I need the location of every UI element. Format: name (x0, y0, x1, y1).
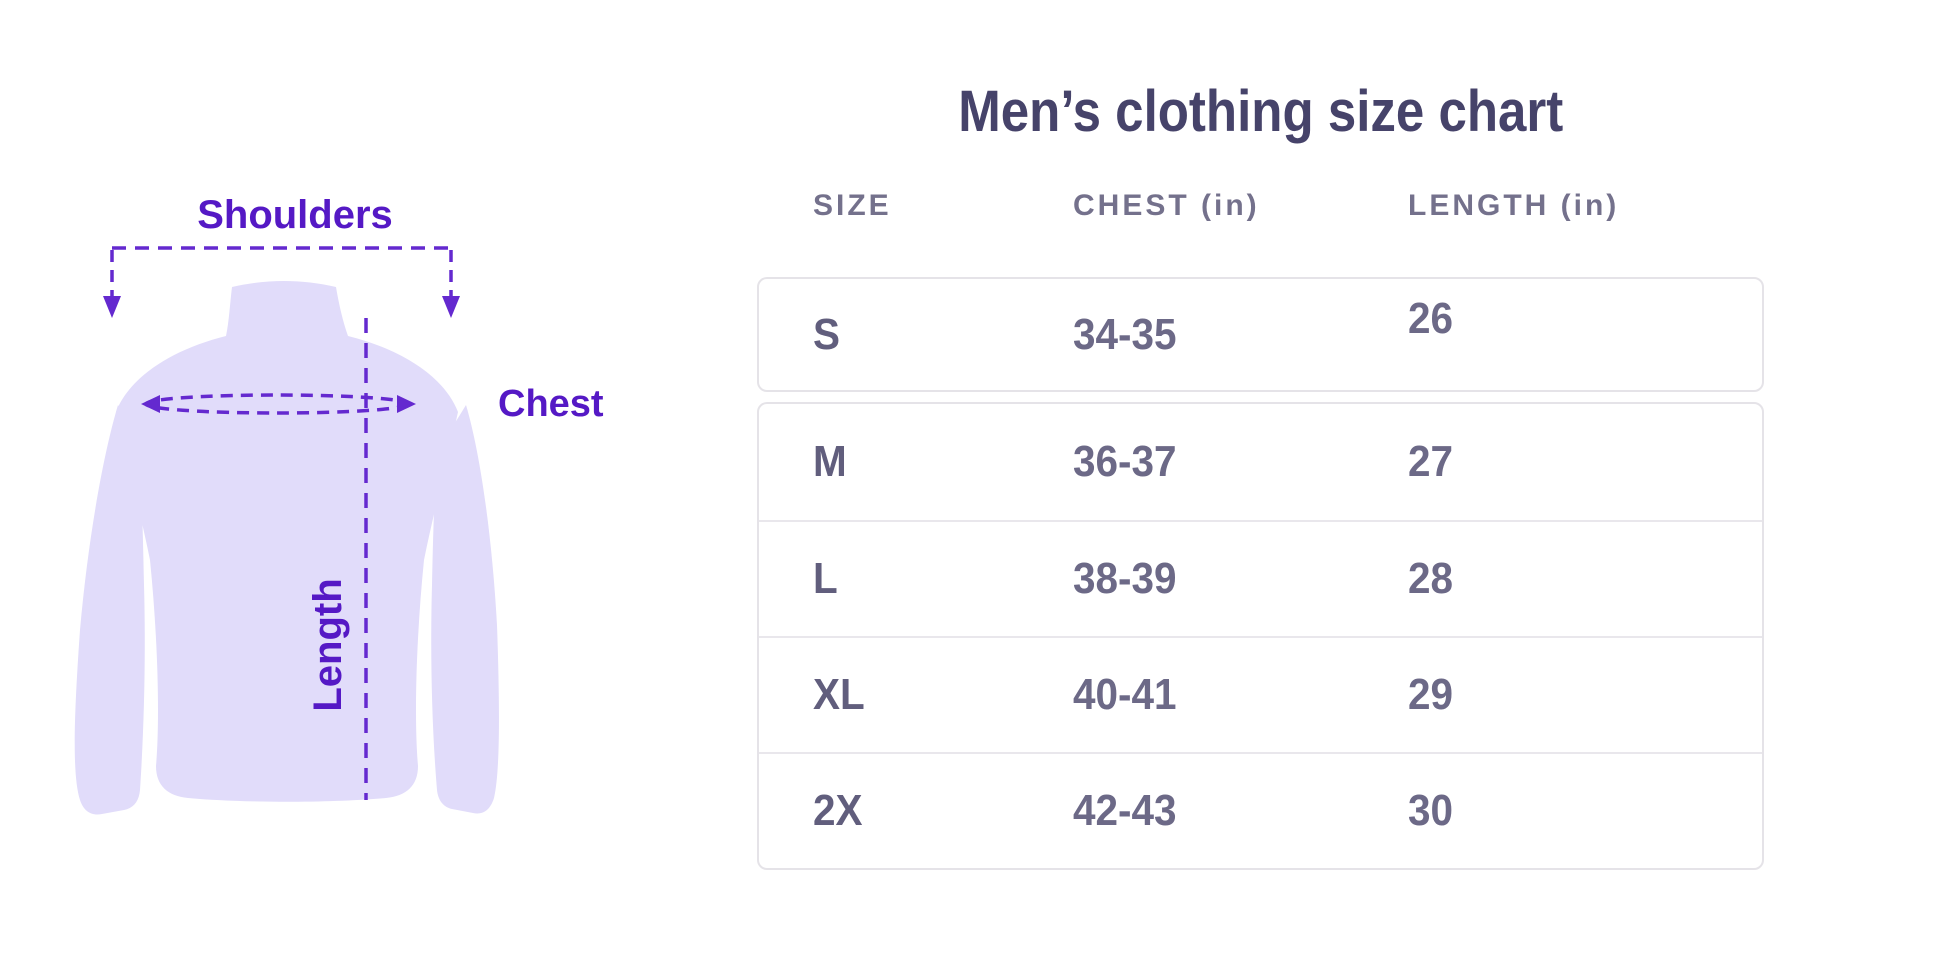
chest-cell: 40-41 (1073, 670, 1177, 719)
shirt-right-sleeve (431, 405, 499, 814)
table-row: M 36-37 27 (759, 404, 1762, 520)
table-row-group-top: S 34-35 26 (757, 277, 1764, 392)
shoulders-label: Shoulders (197, 193, 393, 237)
chest-cell: 42-43 (1073, 786, 1177, 835)
size-cell: 2X (813, 786, 863, 835)
table-row: L 38-39 28 (759, 520, 1762, 636)
length-label: Length (306, 578, 350, 711)
arrow-down-right (442, 296, 460, 318)
length-cell: 30 (1408, 786, 1454, 835)
shirt-silhouette (74, 281, 499, 815)
length-cell: 26 (1408, 293, 1454, 343)
chest-cell: 34-35 (1073, 309, 1177, 359)
shoulders-measure: Shoulders (103, 193, 460, 318)
measurement-diagram: Shoulders Chest Length (74, 193, 604, 815)
column-header-length: LENGTH (in) (1408, 189, 1620, 222)
chest-measure: Chest (141, 383, 604, 425)
size-chart-panel: Men’s clothing size chart SIZE CHEST (in… (757, 0, 1764, 977)
chart-title: Men’s clothing size chart (957, 79, 1564, 144)
table-row-group: M 36-37 27 L 38-39 28 XL 40-41 29 2X 42-… (757, 402, 1764, 870)
arrow-left (141, 395, 160, 413)
size-cell: XL (813, 670, 865, 719)
length-cell: 27 (1408, 437, 1454, 486)
chest-cell: 38-39 (1073, 554, 1177, 603)
table-row: XL 40-41 29 (759, 636, 1762, 752)
size-cell: M (813, 437, 847, 486)
size-cell: S (813, 309, 841, 359)
column-header-size: SIZE (813, 189, 892, 222)
size-cell: L (813, 554, 838, 603)
column-header-chest: CHEST (in) (1073, 189, 1260, 222)
length-measure: Length (306, 318, 368, 800)
chest-cell: 36-37 (1073, 437, 1177, 486)
length-cell: 29 (1408, 670, 1454, 719)
arrow-right (397, 395, 416, 413)
shirt-body (116, 281, 458, 802)
table-header: SIZE CHEST (in) LENGTH (in) (759, 189, 1762, 223)
shirt-left-sleeve (74, 405, 145, 815)
chest-label: Chest (498, 383, 604, 425)
table-row: S 34-35 26 (759, 279, 1762, 390)
length-cell: 28 (1408, 554, 1454, 603)
arrow-down-left (103, 296, 121, 318)
table-row: 2X 42-43 30 (759, 752, 1762, 868)
